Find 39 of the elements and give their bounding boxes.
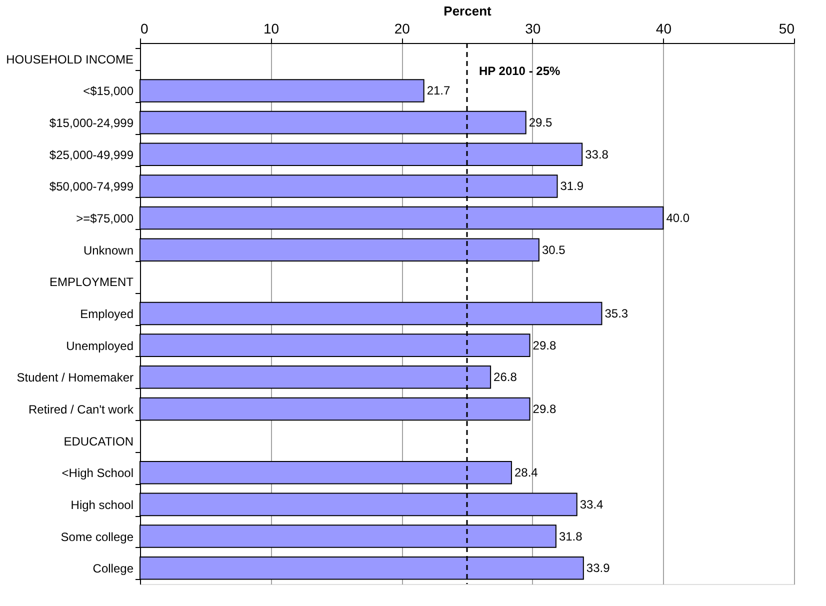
data-label: 33.8 xyxy=(585,147,609,162)
data-label: 35.3 xyxy=(604,306,628,320)
x-tick-label: 0 xyxy=(140,20,148,36)
data-label: 21.7 xyxy=(426,84,451,98)
x-tick-label: 30 xyxy=(525,20,541,36)
y-tick-label: Unemployed xyxy=(66,338,134,353)
x-tick-label: 40 xyxy=(656,20,672,36)
y-tick-label: HOUSEHOLD INCOME xyxy=(6,52,134,66)
x-tick-label: 20 xyxy=(394,20,410,36)
y-tick-label: Unknown xyxy=(83,243,134,258)
data-label: 31.8 xyxy=(558,529,583,544)
y-tick-label: <High School xyxy=(62,466,134,480)
y-tick-label: $25,000-49,999 xyxy=(49,148,134,162)
y-tick-label: High school xyxy=(70,498,134,512)
data-label: 33.9 xyxy=(586,561,610,576)
data-label: 29.5 xyxy=(528,116,553,130)
y-tick-label: College xyxy=(92,562,134,576)
y-tick-label: >=$75,000 xyxy=(76,212,134,226)
data-label: 40.0 xyxy=(666,211,690,226)
x-axis-title: Percent xyxy=(444,4,492,18)
data-label: 30.5 xyxy=(542,242,566,257)
x-tick-label: 10 xyxy=(264,20,280,36)
ref-line-label: HP 2010 - 25% xyxy=(479,64,560,78)
x-tick-label: 50 xyxy=(778,20,795,36)
y-tick-label: Employed xyxy=(80,307,134,321)
data-label: 29.8 xyxy=(532,338,556,352)
data-label: 28.4 xyxy=(514,466,538,480)
y-tick-label: $50,000-74,999 xyxy=(49,180,134,194)
y-tick-label: <$15,000 xyxy=(83,84,134,98)
y-tick-label: EMPLOYMENT xyxy=(49,275,134,290)
y-tick-label: $15,000-24,999 xyxy=(49,116,134,130)
data-label: 31.9 xyxy=(560,179,584,194)
y-tick-label: Some college xyxy=(60,530,134,544)
y-tick-label: Student / Homemaker xyxy=(16,370,134,385)
y-tick-label: Retired / Can't work xyxy=(28,402,134,416)
y-tick-label: EDUCATION xyxy=(64,434,134,448)
data-label: 29.8 xyxy=(532,402,556,416)
data-label: 26.8 xyxy=(494,370,518,384)
data-label: 33.4 xyxy=(580,497,604,512)
